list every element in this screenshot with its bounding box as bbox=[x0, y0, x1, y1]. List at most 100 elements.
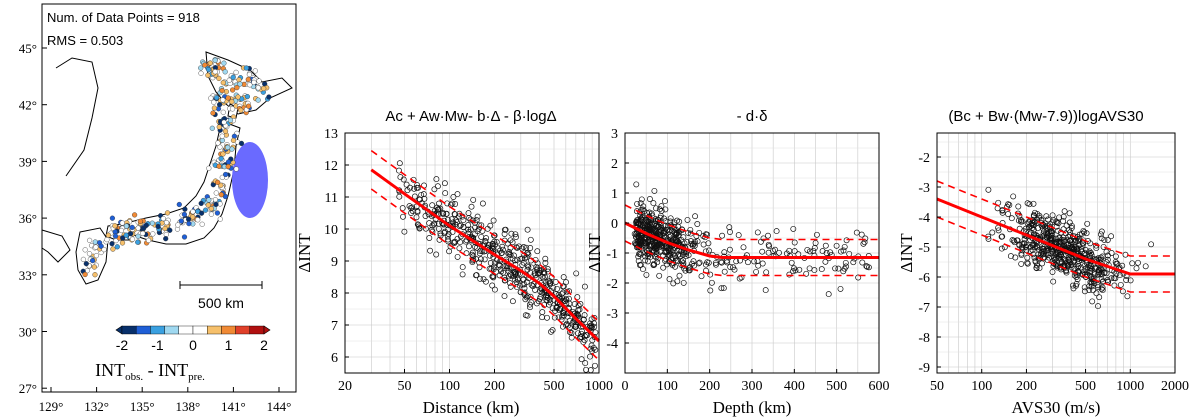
data-point bbox=[1028, 221, 1035, 228]
colorbar-segment bbox=[235, 325, 251, 335]
data-point bbox=[1074, 272, 1081, 278]
data-point bbox=[1090, 287, 1096, 294]
station-dot bbox=[132, 212, 138, 218]
source-region bbox=[232, 142, 268, 218]
station-dot bbox=[229, 106, 236, 112]
data-point bbox=[491, 286, 498, 293]
data-point bbox=[687, 226, 694, 233]
data-point bbox=[1041, 254, 1048, 261]
data-point bbox=[507, 237, 514, 244]
data-point bbox=[1031, 213, 1038, 219]
data-point bbox=[1098, 228, 1105, 235]
data-point bbox=[674, 278, 681, 285]
y-tick-label: -8 bbox=[918, 331, 930, 346]
data-point bbox=[985, 235, 992, 242]
data-point bbox=[534, 270, 541, 277]
data-point bbox=[534, 248, 541, 255]
data-point bbox=[654, 216, 661, 223]
data-point bbox=[642, 257, 649, 264]
station-dot bbox=[208, 211, 215, 217]
data-point bbox=[456, 245, 463, 252]
colorbar-segment bbox=[150, 325, 165, 335]
data-point bbox=[481, 256, 488, 263]
lat-tick-label: 33° bbox=[19, 268, 37, 283]
data-point bbox=[491, 263, 498, 270]
data-point bbox=[520, 244, 527, 250]
data-point bbox=[545, 268, 551, 275]
data-point bbox=[479, 200, 486, 207]
data-point bbox=[1081, 268, 1088, 275]
data-point bbox=[457, 222, 464, 229]
x-tick-label: 300 bbox=[742, 379, 763, 394]
data-point bbox=[822, 242, 829, 249]
data-point bbox=[707, 287, 714, 294]
colorbar-label: INTobs. - INTpre. bbox=[95, 360, 205, 383]
data-point bbox=[674, 257, 681, 264]
y-tick-label: 13 bbox=[324, 127, 338, 142]
data-point bbox=[445, 236, 451, 243]
model-curves bbox=[370, 149, 601, 361]
data-point bbox=[693, 233, 700, 239]
data-point bbox=[1039, 260, 1046, 267]
station-dot bbox=[92, 239, 98, 245]
station-dot bbox=[217, 144, 223, 150]
station-dot bbox=[237, 81, 243, 87]
station-dot bbox=[135, 233, 141, 239]
y-tick-label: 1 bbox=[611, 187, 618, 202]
data-point bbox=[1006, 202, 1013, 208]
lat-tick-label: 30° bbox=[19, 325, 37, 340]
y-axis-label: ΔINT bbox=[585, 233, 604, 273]
data-point bbox=[542, 260, 549, 266]
station-dot bbox=[202, 62, 208, 68]
data-point bbox=[727, 264, 734, 270]
data-point bbox=[465, 222, 472, 229]
lat-tick-label: 36° bbox=[19, 211, 37, 226]
data-point bbox=[519, 245, 526, 252]
data-point bbox=[450, 239, 457, 246]
station-dot bbox=[149, 220, 155, 226]
data-point bbox=[765, 232, 771, 239]
data-point bbox=[713, 261, 719, 268]
station-dot bbox=[217, 216, 223, 222]
data-point bbox=[822, 258, 829, 265]
data-point bbox=[656, 206, 663, 213]
data-point bbox=[675, 223, 682, 230]
chart-title: (Bc + Bw·(Mw-7.9))logAVS30 bbox=[948, 108, 1143, 125]
data-point bbox=[719, 232, 726, 239]
data-point bbox=[526, 301, 533, 308]
station-dot bbox=[140, 230, 146, 237]
data-point bbox=[1015, 203, 1022, 210]
data-point bbox=[1079, 230, 1085, 237]
station-dot bbox=[164, 220, 170, 226]
data-point bbox=[1086, 248, 1093, 255]
data-point bbox=[560, 289, 567, 296]
data-point bbox=[444, 216, 451, 223]
station-dot bbox=[206, 66, 212, 73]
data-point bbox=[640, 266, 646, 273]
data-point bbox=[574, 312, 581, 319]
data-point bbox=[635, 220, 642, 227]
colorbar-tick-label: 2 bbox=[260, 337, 268, 353]
data-point bbox=[479, 248, 486, 255]
data-point bbox=[651, 260, 657, 267]
data-point bbox=[859, 259, 866, 266]
data-point bbox=[1089, 298, 1096, 305]
data-point bbox=[695, 260, 702, 267]
data-point bbox=[1098, 276, 1105, 283]
data-point bbox=[454, 253, 461, 260]
data-point bbox=[529, 283, 536, 290]
x-tick-label: 100 bbox=[657, 379, 678, 394]
data-point bbox=[400, 213, 406, 220]
data-point bbox=[865, 264, 872, 271]
coastline bbox=[41, 229, 71, 263]
colorbar-segment bbox=[121, 325, 137, 335]
data-point bbox=[1093, 290, 1100, 297]
station-dot bbox=[246, 103, 252, 109]
data-point bbox=[1068, 225, 1075, 231]
data-point bbox=[554, 285, 560, 292]
data-point bbox=[721, 249, 728, 256]
data-point bbox=[499, 243, 506, 250]
map-longitude-ticks: 129° 132° 135° 138° 141° 144° bbox=[39, 387, 291, 414]
data-point bbox=[473, 244, 480, 251]
data-point bbox=[1018, 260, 1025, 267]
